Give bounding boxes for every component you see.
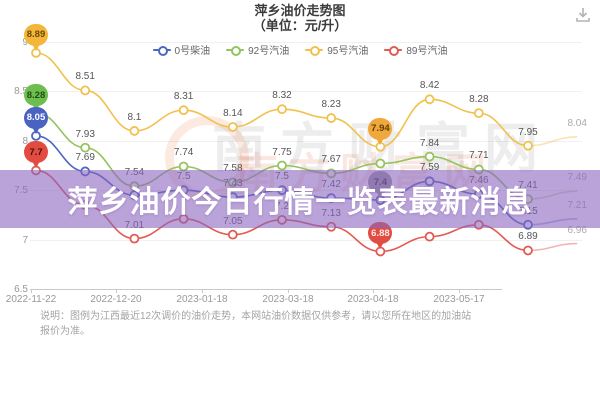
- data-point-balloon[interactable]: 7.94: [368, 117, 393, 145]
- data-point-label: 8.51: [75, 71, 95, 83]
- series-line-faded-95号汽油: [527, 136, 578, 147]
- y-axis-label: 6.5: [14, 284, 28, 295]
- data-point-label: 7.67: [321, 154, 341, 166]
- data-point-marker[interactable]: [424, 231, 435, 242]
- headline-banner: 萍乡油价今日行情一览表最新消息: [0, 170, 600, 228]
- legend-item-89号汽油[interactable]: 89号汽油: [384, 42, 447, 57]
- data-point-marker[interactable]: [277, 104, 287, 115]
- x-axis-tick: [202, 289, 203, 293]
- x-axis-tick: [459, 289, 460, 293]
- legend-marker-icon: [152, 45, 171, 56]
- legend-marker-icon: [226, 45, 245, 56]
- data-point-label: 7.69: [75, 152, 95, 164]
- y-axis-label: 8: [22, 135, 28, 147]
- x-axis-label: 2023-04-18: [347, 294, 399, 305]
- gridline: [30, 42, 582, 43]
- data-point-marker[interactable]: [473, 108, 484, 119]
- legend-label: 0号柴油: [174, 46, 211, 57]
- data-point-marker[interactable]: [80, 142, 91, 153]
- data-point-label: 8.32: [272, 90, 292, 102]
- y-axis-label: 9: [22, 37, 28, 48]
- legend-marker-icon: [384, 45, 403, 56]
- data-point-label: 8.28: [469, 94, 489, 106]
- legend-marker-icon: [305, 45, 324, 56]
- data-point-label: 7.95: [518, 126, 538, 138]
- gridline: [30, 239, 582, 241]
- x-axis-tick: [373, 289, 374, 293]
- data-point-marker[interactable]: [80, 85, 91, 96]
- gridline: [30, 140, 582, 142]
- data-point-balloon[interactable]: 8.89: [24, 23, 48, 51]
- balloon-tail: [32, 161, 40, 169]
- chart-legend: 0号柴油 92号汽油 95号汽油 89号汽油: [0, 42, 600, 57]
- x-axis-label: 2022-12-20: [90, 294, 142, 305]
- data-point-marker[interactable]: [424, 94, 435, 105]
- chart-subtitle: （单位：元/升）: [252, 18, 348, 33]
- x-axis-label: 2023-01-18: [176, 294, 228, 305]
- data-point-marker[interactable]: [375, 158, 386, 169]
- chart-title-block: 萍乡油价走势图 （单位：元/升）: [0, 3, 600, 33]
- y-axis-label: 8.5: [14, 86, 28, 98]
- data-point-label: 8.23: [321, 99, 341, 111]
- data-point-marker[interactable]: [523, 140, 533, 151]
- x-axis-label: 2022-11-22: [5, 294, 57, 305]
- legend-item-0号柴油[interactable]: 0号柴油: [152, 42, 211, 57]
- data-point-marker[interactable]: [326, 113, 337, 123]
- data-point-label: 7.75: [272, 146, 292, 158]
- y-axis-label: 7: [22, 234, 28, 246]
- x-axis-tick: [116, 289, 117, 293]
- x-axis-label: 2023-03-18: [262, 294, 314, 305]
- data-point-balloon[interactable]: 8.28: [24, 84, 48, 112]
- data-point-marker[interactable]: [277, 160, 287, 171]
- download-icon[interactable]: [574, 6, 592, 24]
- data-point-balloon[interactable]: 8.05: [24, 106, 48, 134]
- data-point-marker[interactable]: [424, 151, 435, 162]
- x-axis-line: [30, 289, 502, 290]
- legend-label: 95号汽油: [327, 46, 369, 57]
- headline-banner-text: 萍乡油价今日行情一览表最新消息: [67, 186, 533, 219]
- balloon-tail: [32, 43, 40, 51]
- data-point-label: 8.04: [567, 117, 587, 129]
- data-point-marker[interactable]: [129, 126, 140, 136]
- balloon-tail: [376, 242, 385, 250]
- legend-label: 92号汽油: [248, 46, 290, 57]
- data-point-label: 8.14: [223, 107, 243, 119]
- data-point-marker[interactable]: [178, 105, 189, 116]
- series-line-faded-89号汽油: [527, 242, 578, 252]
- data-point-label: 8.42: [419, 80, 440, 92]
- data-point-label: 6.96: [567, 224, 587, 236]
- gridline: [30, 91, 582, 93]
- data-point-balloon[interactable]: 7.7: [24, 141, 48, 169]
- data-point-label: 6.89: [518, 231, 538, 243]
- x-axis-tick: [288, 289, 289, 293]
- data-point-label: 7.58: [223, 163, 243, 175]
- x-axis-label: 2023-05-17: [433, 294, 485, 305]
- data-point-marker[interactable]: [523, 245, 533, 256]
- x-axis-tick: [31, 289, 32, 293]
- data-point-marker[interactable]: [129, 233, 140, 244]
- balloon-tail: [376, 137, 385, 145]
- data-point-marker[interactable]: [227, 229, 238, 240]
- data-point-label: 7.93: [75, 128, 95, 140]
- data-point-marker[interactable]: [227, 122, 238, 132]
- data-point-label: 7.74: [173, 147, 194, 159]
- chart-title: 萍乡油价走势图: [254, 3, 346, 18]
- data-point-label: 7.84: [419, 137, 440, 149]
- legend-label: 89号汽油: [406, 46, 448, 57]
- legend-item-92号汽油[interactable]: 92号汽油: [226, 42, 289, 57]
- data-point-label: 7.71: [469, 150, 489, 162]
- disclaimer-note: 说明：图例为江西最近12次调价的油价走势，本网站油价数据仅供参考，请以您所在地区…: [40, 311, 472, 337]
- legend-item-95号汽油[interactable]: 95号汽油: [305, 42, 368, 57]
- data-point-label: 7.59: [419, 162, 440, 174]
- balloon-tail: [32, 126, 40, 134]
- data-point-label: 8.1: [127, 111, 142, 123]
- data-point-label: 8.31: [173, 91, 194, 103]
